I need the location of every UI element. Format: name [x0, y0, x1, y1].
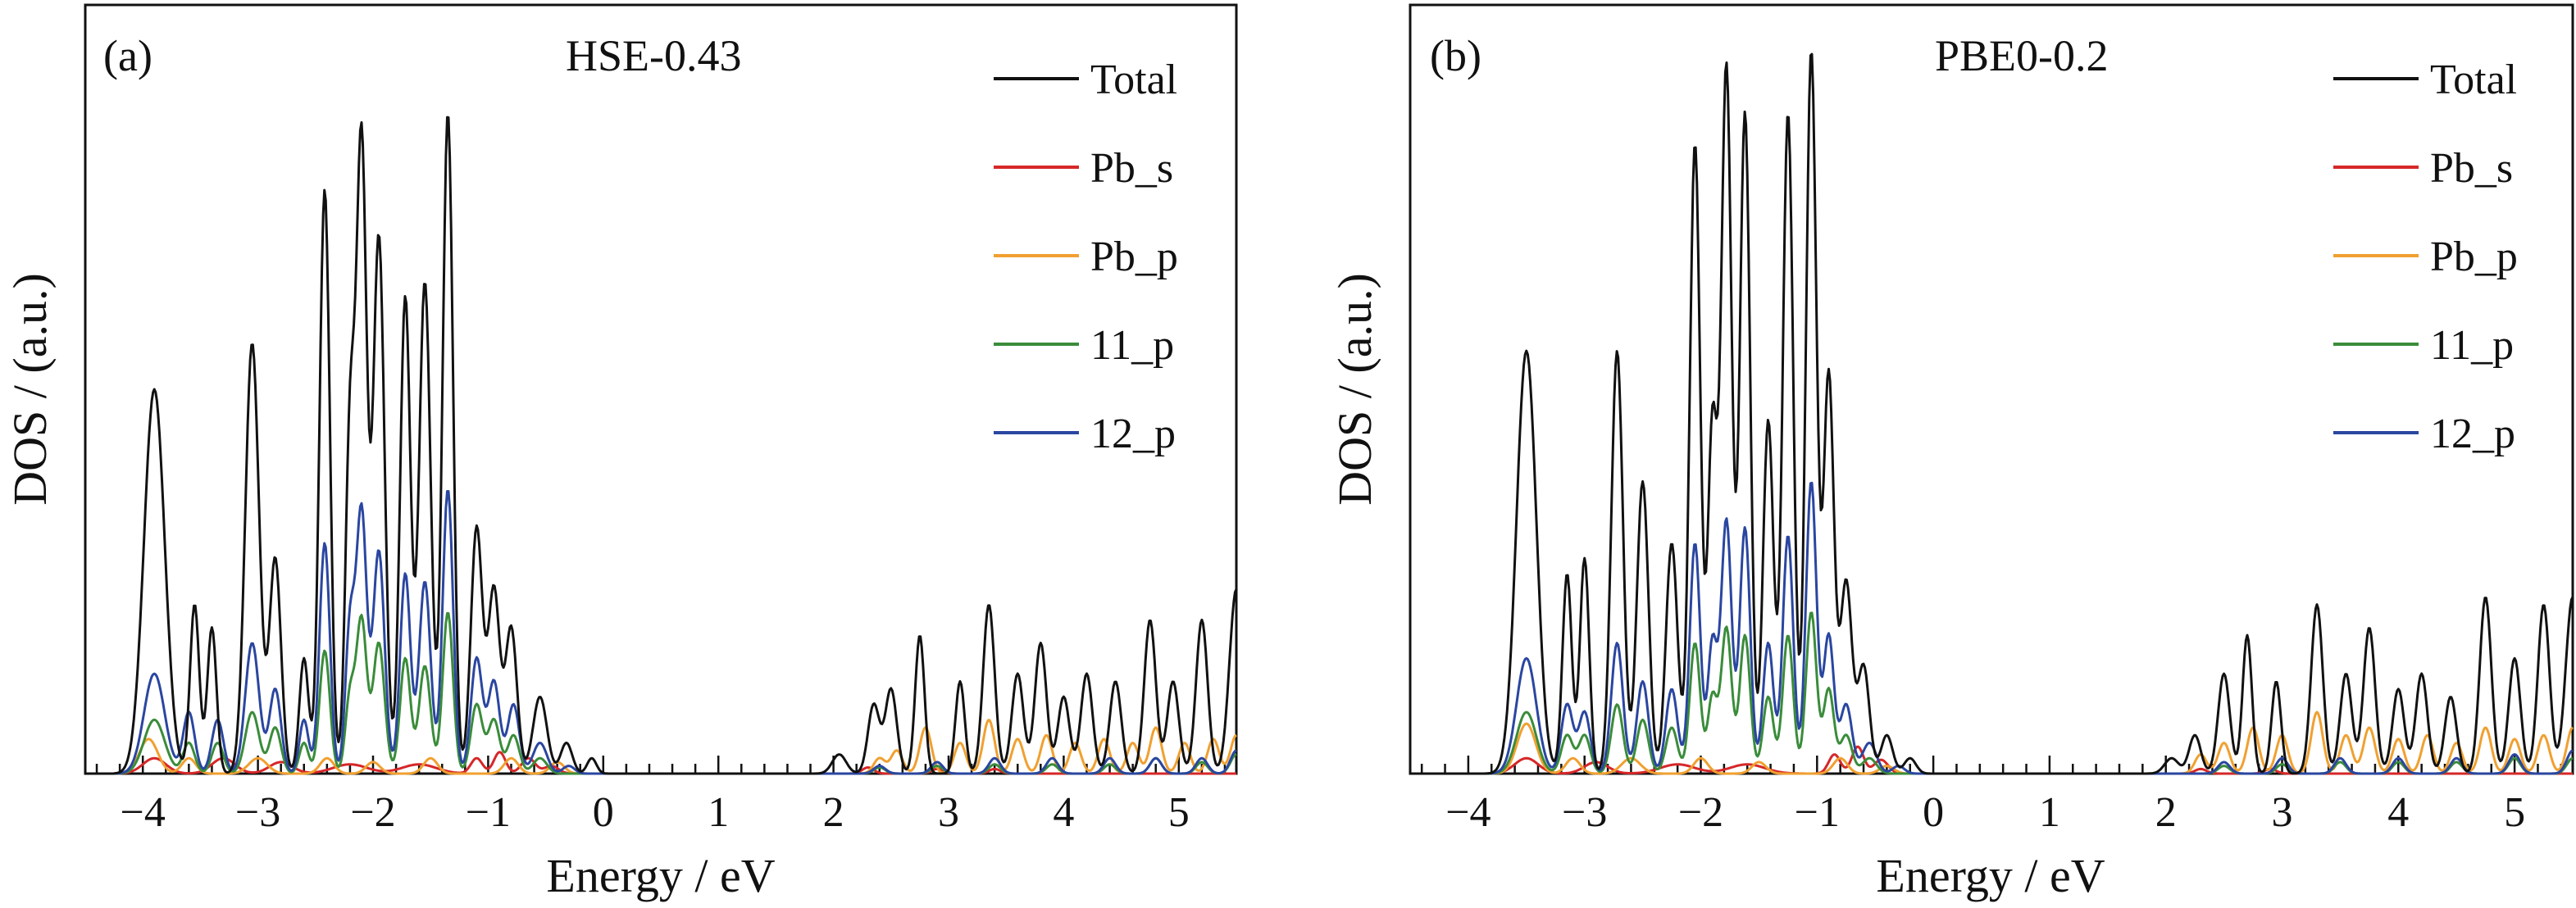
panel-label: (a) [103, 31, 152, 80]
plot-frame [1409, 3, 2574, 775]
legend-label: Pb_s [1090, 145, 1173, 192]
x-tick-label: −2 [350, 789, 395, 836]
legend-label: 12_p [2430, 411, 2515, 457]
series-line-total [85, 116, 1238, 775]
x-axis-tick-labels: −4 −3 −2 −1 0 1 2 3 4 5 [121, 789, 1190, 836]
legend-label: 11_p [2430, 322, 2514, 369]
series-line-11-p [1410, 611, 2574, 775]
dos-curves [1410, 52, 2574, 775]
x-tick-label: −3 [1562, 789, 1607, 836]
x-tick-label: 2 [823, 789, 844, 836]
series-line-12-p [1410, 481, 2574, 775]
x-tick-label: 4 [2387, 789, 2409, 836]
x-tick-label: 5 [1168, 789, 1190, 836]
legend-label: Pb_p [2430, 234, 2518, 280]
legend: Total Pb_s Pb_p 11_p 12_p [994, 57, 1178, 457]
legend-label: Pb_p [1090, 234, 1178, 280]
x-tick-label: 0 [593, 789, 614, 836]
x-tick-label: −3 [235, 789, 280, 836]
dos-curves [85, 116, 1238, 775]
legend-label: 12_p [1090, 411, 1176, 457]
panel-a: −4 −3 −2 −1 0 1 2 3 4 5 Total Pb_s Pb_p 11_p 12_p (a)… [3, 3, 1238, 902]
x-tick-label: 4 [1053, 789, 1074, 836]
method-annotation: HSE-0.43 [566, 31, 742, 80]
x-axis-tick-labels: −4 −3 −2 −1 0 1 2 3 4 5 [1445, 789, 2525, 836]
x-tick-label: −4 [121, 789, 166, 836]
panel-label: (b) [1430, 31, 1481, 80]
x-tick-label: −4 [1445, 789, 1491, 836]
x-tick-label: −1 [466, 789, 511, 836]
x-tick-label: −1 [1795, 789, 1840, 836]
y-axis-label: DOS / (a.u.) [3, 273, 57, 506]
x-tick-label: 2 [2155, 789, 2177, 836]
x-tick-label: −2 [1678, 789, 1723, 836]
legend-label: 11_p [1090, 322, 1174, 369]
method-annotation: PBE0-0.2 [1935, 31, 2109, 80]
plot-frame [84, 3, 1238, 775]
legend: Total Pb_s Pb_p 11_p 12_p [2333, 57, 2518, 457]
series-line-total [1410, 52, 2574, 775]
x-axis-label: Energy / eV [546, 849, 775, 902]
panel-b: −4 −3 −2 −1 0 1 2 3 4 5 Total Pb_s Pb_p 11_p 12_p (b)… [1328, 3, 2574, 902]
y-axis-label: DOS / (a.u.) [1328, 273, 1381, 506]
x-axis-label: Energy / eV [1876, 849, 2105, 902]
x-tick-label: 5 [2504, 789, 2525, 836]
x-tick-label: 3 [2272, 789, 2293, 836]
legend-label: Total [2430, 57, 2517, 103]
x-tick-label: 1 [708, 789, 729, 836]
x-tick-label: 1 [2039, 789, 2060, 836]
x-tick-label: 0 [1923, 789, 1944, 836]
legend-label: Pb_s [2430, 145, 2513, 192]
legend-label: Total [1090, 57, 1177, 103]
series-line-11-p [85, 611, 1237, 775]
x-tick-label: 3 [938, 789, 959, 836]
